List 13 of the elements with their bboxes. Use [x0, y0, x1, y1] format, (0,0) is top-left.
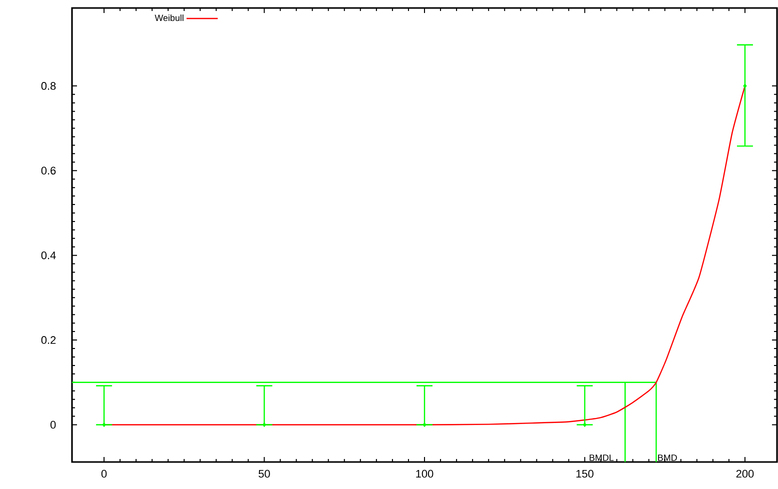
ref-line-label: BMD: [658, 454, 677, 461]
legend-label: Weibull: [154, 14, 184, 22]
x-tick-label: 0: [101, 470, 107, 478]
x-tick-label: 50: [258, 470, 270, 478]
y-tick-label: 0.8: [41, 82, 56, 90]
x-tick-label: 150: [576, 470, 594, 478]
ref-line-label: BMDL: [590, 454, 614, 461]
y-tick-label: 0.4: [41, 251, 56, 260]
y-tick-label: 0: [50, 420, 56, 429]
y-tick-label: 0.6: [41, 166, 56, 175]
x-tick-label: 200: [736, 470, 754, 478]
x-tick-label: 100: [416, 470, 434, 478]
y-tick-label: 0.2: [41, 336, 56, 344]
